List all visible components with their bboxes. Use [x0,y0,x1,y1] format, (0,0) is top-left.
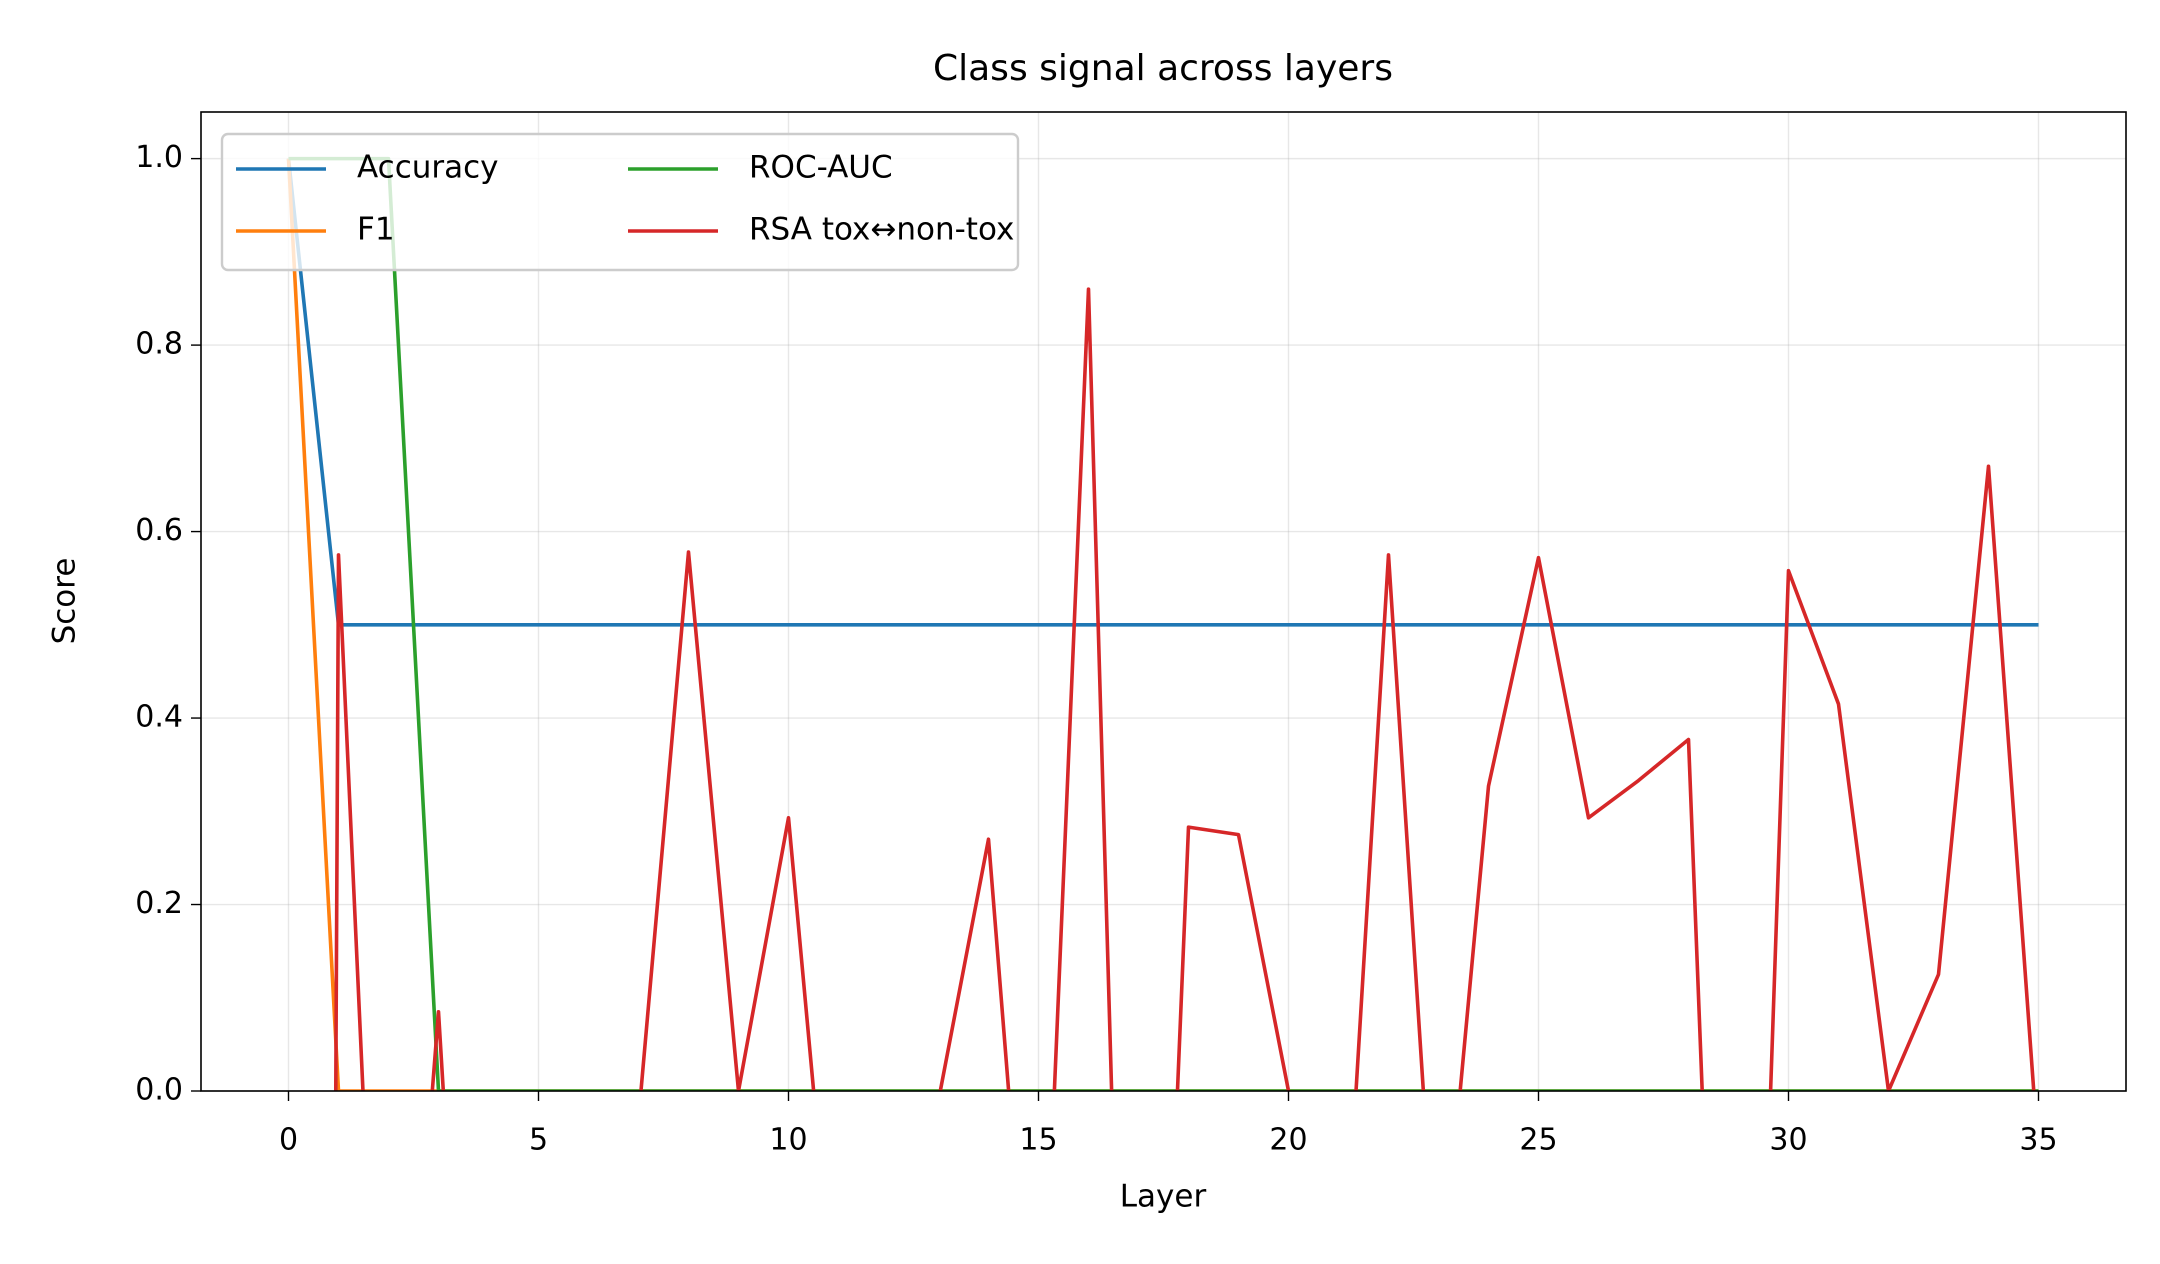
x-axis-label: Layer [1120,1179,1207,1215]
y-tick-label: 0.2 [135,886,183,921]
plot-area [286,156,2039,1091]
y-tick-label: 0.6 [135,513,183,548]
x-tick-label: 35 [2019,1123,2057,1158]
x-tick-label: 30 [1769,1123,1807,1158]
x-tick-label: 25 [1519,1123,1557,1158]
legend-label: Accuracy [357,150,499,186]
x-tick-label: 0 [279,1123,298,1158]
x-tick-label: 15 [1019,1123,1057,1158]
grid [201,112,2126,1092]
series-line [333,287,2036,1091]
x-tick-label: 10 [769,1123,807,1158]
legend-box [220,132,1020,272]
chart-title: Class signal across layers [933,48,1393,89]
x-tick-label: 5 [529,1123,548,1158]
legend: Accuracy F1 ROC-AUC RSA tox↔non-tox [220,132,1020,272]
series-line [286,158,2039,627]
legend-label: RSA tox↔non-tox [749,212,1014,248]
y-tick-label: 0.4 [135,700,183,735]
y-tick-label: 0.8 [135,327,183,362]
y-tick-label: 0.0 [135,1073,183,1108]
ticks: 0 5 10 15 20 25 30 35 0.0 0.2 0.4 0.6 0.8 1.0 [135,140,2057,1157]
legend-label: ROC-AUC [749,150,893,186]
y-axis-label: Score [47,558,83,645]
x-tick-label: 20 [1269,1123,1307,1158]
axes-frame [200,111,2127,1092]
legend-label: F1 [357,212,395,248]
y-tick-label: 1.0 [135,140,183,175]
